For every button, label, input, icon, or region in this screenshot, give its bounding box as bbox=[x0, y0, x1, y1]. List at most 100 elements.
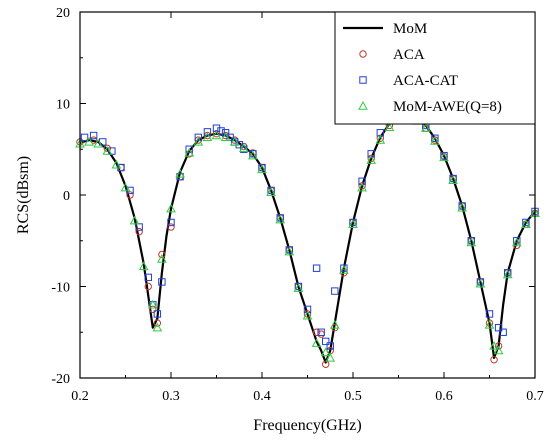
y-tick-label: 20 bbox=[56, 6, 70, 21]
data-point-mom-awe-q-8 bbox=[366, 155, 377, 164]
data-point-mom-awe-q-8 bbox=[129, 215, 140, 225]
data-point-mom-awe-q-8 bbox=[475, 278, 486, 288]
data-point-mom-awe-q-8 bbox=[248, 150, 258, 160]
data-point-mom-awe-q-8 bbox=[511, 237, 522, 247]
data-point-mom-awe-q-8 bbox=[320, 347, 331, 357]
data-point-mom-awe-q-8 bbox=[275, 214, 286, 224]
y-tick-label: 0 bbox=[63, 189, 70, 204]
data-point-aca bbox=[376, 134, 384, 142]
data-point-aca-cat bbox=[89, 131, 98, 140]
data-point-mom-awe-q-8 bbox=[138, 261, 149, 271]
data-point-aca-cat bbox=[294, 282, 303, 291]
data-point-aca bbox=[126, 191, 134, 199]
data-point-aca bbox=[358, 182, 366, 190]
data-point-aca bbox=[303, 310, 312, 318]
legend-swatch-aca bbox=[359, 50, 367, 58]
data-point-mom-awe-q-8 bbox=[502, 269, 513, 279]
data-point-mom-awe-q-8 bbox=[311, 338, 322, 347]
data-point-mom-awe-q-8 bbox=[489, 340, 499, 350]
data-point-aca-cat bbox=[458, 202, 466, 210]
plot-data-layer bbox=[75, 108, 540, 368]
data-point-aca-cat bbox=[194, 133, 203, 142]
data-point-mom-awe-q-8 bbox=[329, 319, 340, 329]
data-point-mom-awe-q-8 bbox=[157, 254, 167, 263]
legend-swatch-aca-cat bbox=[359, 76, 367, 84]
data-point-aca-cat bbox=[258, 163, 266, 172]
data-point-mom-awe-q-8 bbox=[457, 202, 468, 212]
data-point-aca-cat bbox=[440, 151, 448, 160]
data-point-aca-cat bbox=[322, 337, 330, 346]
data-point-mom-awe-q-8 bbox=[521, 219, 531, 228]
data-point-aca-cat bbox=[494, 323, 503, 332]
data-point-mom-awe-q-8 bbox=[184, 147, 195, 157]
data-point-mom-awe-q-8 bbox=[147, 299, 158, 309]
data-point-mom-awe-q-8 bbox=[175, 168, 185, 178]
legend-label-aca: ACA bbox=[393, 47, 425, 63]
x-tick-label: 0.2 bbox=[71, 389, 89, 404]
data-point-aca-cat bbox=[249, 150, 257, 158]
series-mom-awe-q-8 bbox=[75, 113, 540, 362]
data-point-aca-cat bbox=[340, 264, 348, 272]
data-point-aca-cat bbox=[312, 264, 321, 272]
data-point-mom-awe-q-8 bbox=[111, 159, 122, 169]
data-point-mom-awe-q-8 bbox=[220, 132, 231, 142]
data-point-mom-awe-q-8 bbox=[325, 352, 336, 362]
x-tick-label: 0.3 bbox=[162, 389, 180, 404]
legend-swatch-mom-awe-q-8 bbox=[358, 100, 368, 110]
data-point-aca-cat bbox=[467, 237, 476, 245]
data-point-aca-cat bbox=[221, 129, 230, 137]
data-point-aca-cat bbox=[217, 127, 225, 135]
x-tick-label: 0.4 bbox=[253, 389, 271, 404]
data-point-mom-awe-q-8 bbox=[375, 135, 386, 144]
data-point-mom-awe-q-8 bbox=[339, 265, 349, 274]
data-point-aca-cat bbox=[522, 218, 530, 227]
data-point-aca bbox=[144, 282, 152, 291]
y-axis-title: RCS(dBsm) bbox=[15, 156, 32, 234]
data-point-aca-cat bbox=[504, 269, 512, 277]
data-point-aca-cat bbox=[449, 174, 457, 183]
legend: MoM ACA ACA-CAT MoM-AWE(Q=8) bbox=[334, 11, 536, 125]
data-point-mom-awe-q-8 bbox=[229, 136, 240, 146]
data-point-aca-cat bbox=[144, 273, 152, 282]
data-point-mom-awe-q-8 bbox=[439, 152, 449, 162]
data-point-mom-awe-q-8 bbox=[448, 175, 458, 185]
legend-label-mom: MoM bbox=[393, 21, 427, 37]
data-point-mom-awe-q-8 bbox=[102, 146, 113, 155]
data-point-mom-awe-q-8 bbox=[238, 143, 249, 153]
legend-box bbox=[334, 11, 536, 125]
data-point-mom-awe-q-8 bbox=[357, 182, 367, 192]
data-point-mom-awe-q-8 bbox=[484, 319, 495, 329]
data-point-mom-awe-q-8 bbox=[384, 122, 395, 131]
data-point-mom-awe-q-8 bbox=[493, 345, 504, 355]
data-point-mom-awe-q-8 bbox=[120, 182, 131, 192]
data-point-mom-awe-q-8 bbox=[84, 136, 94, 146]
data-point-mom-awe-q-8 bbox=[466, 237, 477, 247]
data-point-aca-cat bbox=[331, 287, 339, 295]
data-point-aca bbox=[158, 250, 166, 259]
x-tick-label: 0.6 bbox=[435, 389, 453, 404]
data-point-aca bbox=[490, 356, 498, 364]
data-point-aca-cat bbox=[185, 145, 193, 153]
y-tick-label: -10 bbox=[51, 281, 70, 296]
data-point-aca-cat bbox=[267, 186, 275, 195]
data-point-aca-cat bbox=[167, 218, 175, 227]
data-point-aca-cat bbox=[499, 328, 507, 336]
data-point-mom-awe-q-8 bbox=[93, 138, 104, 148]
data-point-aca bbox=[485, 319, 494, 327]
x-axis-title: Frequency(GHz) bbox=[253, 417, 361, 434]
x-tick-label: 0.5 bbox=[344, 389, 362, 404]
data-point-aca-cat bbox=[431, 134, 439, 142]
data-point-aca-cat bbox=[80, 133, 89, 142]
data-point-aca-cat bbox=[285, 246, 294, 254]
data-point-aca bbox=[167, 223, 175, 231]
series-aca-cat bbox=[80, 108, 539, 350]
y-tick-label: 10 bbox=[56, 98, 70, 113]
data-point-aca-cat bbox=[153, 310, 162, 318]
data-point-mom-awe-q-8 bbox=[152, 322, 163, 332]
x-tick-label: 0.7 bbox=[526, 389, 544, 404]
data-point-mom-awe-q-8 bbox=[211, 130, 222, 140]
data-point-aca bbox=[367, 154, 375, 163]
data-point-mom-awe-q-8 bbox=[166, 203, 176, 213]
